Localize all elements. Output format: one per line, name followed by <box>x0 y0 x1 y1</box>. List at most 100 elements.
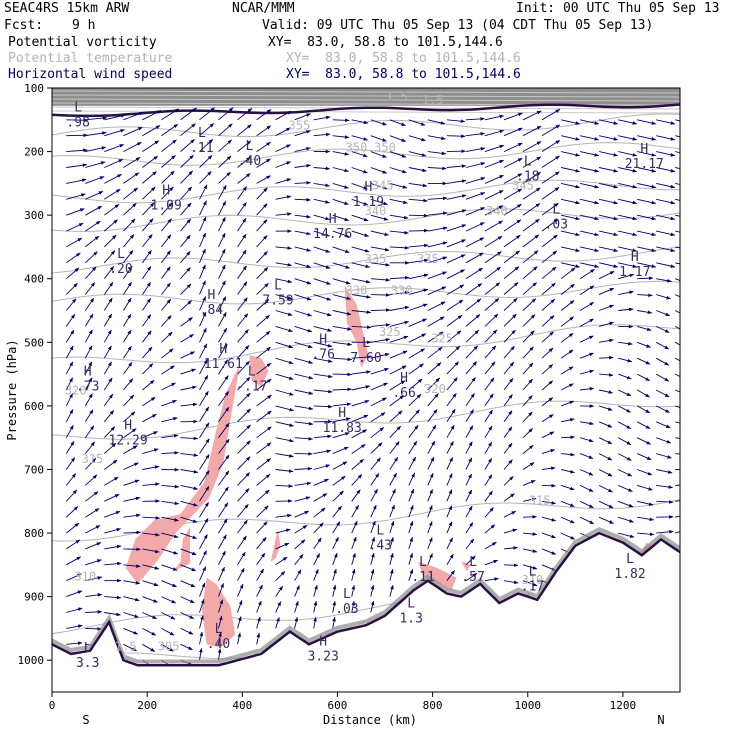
wind-vector <box>541 466 556 471</box>
x-tick-label: 1200 <box>610 699 637 712</box>
wind-vector <box>66 163 88 168</box>
wind-vector <box>618 119 638 125</box>
wind-vector <box>408 228 429 233</box>
wind-vector <box>180 251 191 264</box>
wind-vector <box>275 294 293 300</box>
wind-vector <box>351 198 369 206</box>
wind-vector <box>675 230 680 233</box>
wind-vector <box>560 469 575 474</box>
wind-vector <box>637 437 652 445</box>
field-name-pv: Potential vorticity <box>8 35 157 50</box>
wind-vector <box>389 350 408 359</box>
wind-vector <box>484 298 500 311</box>
wind-vector <box>465 298 482 311</box>
wind-vector <box>104 188 121 200</box>
wind-vector <box>503 510 517 518</box>
wind-vector <box>541 266 557 280</box>
wind-vector <box>237 249 247 264</box>
wind-vector <box>446 254 466 264</box>
wind-vector <box>446 239 467 248</box>
wind-vector <box>427 409 438 423</box>
wind-vector <box>484 329 498 343</box>
theta-contour-label: 325 <box>431 331 453 345</box>
wind-vector <box>503 157 523 168</box>
y-tick-label: 200 <box>24 146 44 159</box>
wind-vector <box>218 454 230 470</box>
wind-vector <box>351 278 371 284</box>
wind-vector <box>65 441 75 454</box>
pv-extremum-kind: H <box>338 406 346 421</box>
wind-vector <box>560 484 575 491</box>
wind-vector <box>332 417 351 423</box>
x-tick-label: 600 <box>328 699 348 712</box>
pv-extremum-value: 1.09 <box>151 198 182 213</box>
wind-vector <box>66 556 82 566</box>
wind-vector <box>580 214 600 221</box>
wind-vector <box>199 454 210 470</box>
wind-vector <box>161 170 175 184</box>
wind-vector <box>598 469 613 477</box>
wind-vector <box>351 310 372 314</box>
pv-extremum-kind: L <box>84 641 92 656</box>
wind-vector <box>351 568 356 581</box>
wind-vector <box>446 521 453 534</box>
wind-vector <box>180 218 191 232</box>
wind-vector <box>237 392 251 407</box>
wind-vector <box>618 469 633 477</box>
wind-vector <box>427 504 433 518</box>
wind-vector <box>237 376 251 391</box>
wind-vector <box>618 167 638 173</box>
wind-vector <box>123 513 141 518</box>
theta-contour-label: 345 <box>512 179 534 193</box>
wind-vector <box>522 125 542 137</box>
wind-vector <box>598 437 613 445</box>
wind-vector <box>561 151 581 157</box>
wind-vector <box>142 431 158 439</box>
upper-shading-line <box>52 98 680 102</box>
wind-vector <box>560 332 574 343</box>
wind-vector <box>370 151 387 158</box>
wind-vector <box>237 313 249 327</box>
wind-vector <box>332 402 352 407</box>
wind-vector <box>618 262 638 268</box>
wind-vector <box>675 182 680 185</box>
wind-vector <box>560 383 574 391</box>
wind-vector <box>408 568 414 581</box>
theta-contour-label: 340 <box>486 204 508 218</box>
wind-vector <box>275 542 290 550</box>
wind-vector <box>617 437 632 445</box>
wind-vector <box>408 393 422 407</box>
wind-vector <box>561 182 581 189</box>
field-name-theta: Potential temperature <box>8 51 173 66</box>
wind-vector <box>313 600 318 613</box>
wind-vector <box>637 262 657 268</box>
theta-contour-label: 315 <box>529 493 551 507</box>
wind-vector <box>275 453 294 458</box>
wind-vector <box>675 135 680 138</box>
wind-vector <box>104 442 117 454</box>
wind-vector <box>85 491 99 502</box>
wind-vector <box>370 397 387 407</box>
wind-vector <box>103 345 112 359</box>
wind-vector <box>579 500 594 509</box>
north-end-label: N <box>657 713 664 727</box>
wind-vector <box>370 442 383 454</box>
wind-vector <box>618 198 638 205</box>
wind-vector <box>123 564 141 568</box>
wind-vector <box>313 616 317 629</box>
theta-contour-label: 1.5 <box>386 90 408 104</box>
wind-vector <box>218 566 225 581</box>
wind-vector <box>180 580 196 588</box>
pv-extremum-value: .03 <box>335 602 358 617</box>
wind-vector <box>218 264 226 279</box>
wind-vector <box>541 364 554 375</box>
wind-vector <box>484 524 496 534</box>
wind-vector <box>427 211 448 216</box>
wind-vector <box>180 154 194 168</box>
wind-vector <box>332 357 353 362</box>
wind-vector <box>199 311 207 327</box>
wind-vector <box>103 266 115 279</box>
wind-vector <box>370 308 391 312</box>
wind-vector <box>503 313 517 327</box>
wind-vector <box>142 548 160 554</box>
